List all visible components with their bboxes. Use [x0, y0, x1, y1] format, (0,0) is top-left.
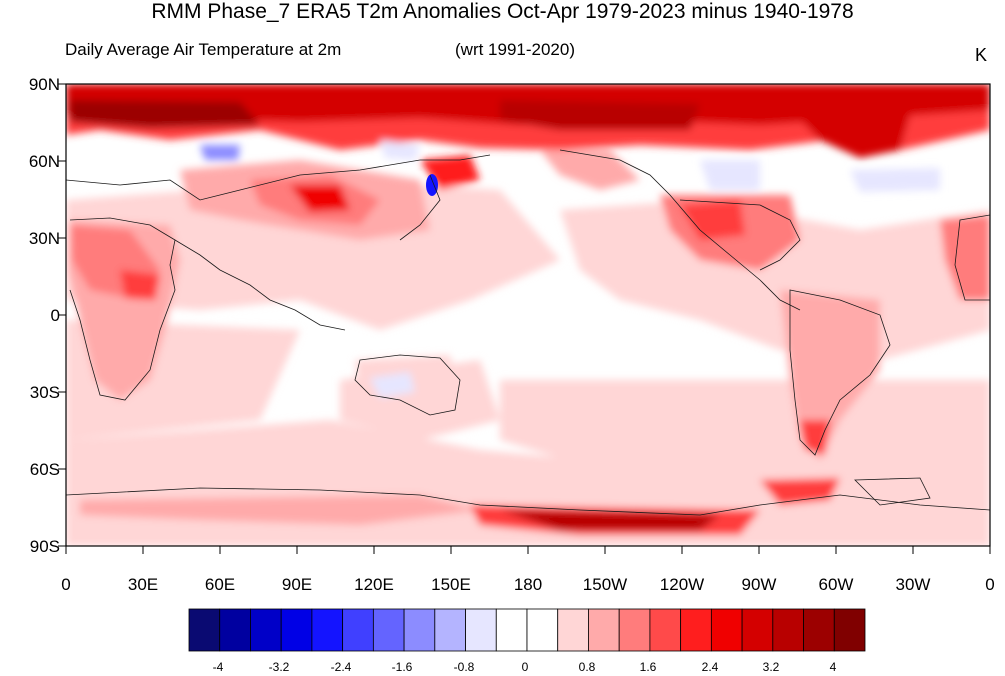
units-label: K: [974, 45, 987, 65]
lon-label-150e: 150E: [431, 575, 471, 594]
colorbar-label: -4: [212, 660, 224, 674]
colorbar-box: [311, 608, 344, 652]
colorbar-box: [803, 608, 835, 652]
colorbar-box: [465, 608, 497, 652]
colorbar-box: [434, 608, 466, 652]
colorbar-label: -3.2: [268, 660, 290, 674]
coastlines: [66, 149, 990, 516]
lat-label-30s: 30S: [29, 383, 60, 402]
colorbar-box: [188, 608, 221, 652]
colorbar-label: -1.6: [391, 660, 413, 674]
colorbar-box: [833, 608, 866, 652]
lon-label-150w: 150W: [582, 575, 628, 594]
lon-label-90e: 90E: [281, 575, 313, 594]
lon-label-0: 0: [61, 575, 71, 594]
lat-label-90s: 90S: [29, 537, 60, 556]
lat-label-eq: 0: [50, 306, 60, 325]
colorbar-box: [772, 608, 804, 652]
axis-ticks: [58, 83, 991, 554]
anomaly-shading: [66, 84, 990, 546]
colorbar-box: [342, 608, 374, 652]
cold-anomaly-spot: [426, 174, 438, 196]
reference-period: (wrt 1991-2020): [455, 40, 576, 59]
colorbar-box: [680, 608, 712, 652]
map-title: RMM Phase_7 ERA5 T2m Anomalies Oct-Apr 1…: [151, 0, 854, 23]
lat-label-30n: 30N: [28, 229, 60, 248]
lat-label-60s: 60S: [29, 460, 60, 479]
anomaly-field: [66, 84, 990, 546]
colorbar-label: -0.8: [453, 660, 475, 674]
lat-label-60n: 60N: [28, 152, 60, 171]
lon-label-120e: 120E: [354, 575, 394, 594]
lon-label-30e: 30E: [127, 575, 159, 594]
lon-label-0-end: 0: [985, 575, 995, 594]
lon-label-90w: 90W: [741, 575, 777, 594]
colorbar-box: [219, 608, 251, 652]
colorbar-box: [710, 608, 743, 652]
colorbar-label: 0.8: [578, 660, 596, 674]
colorbar-box: [526, 608, 559, 652]
map-subtitle: Daily Average Air Temperature at 2m: [65, 40, 342, 59]
colorbar-box: [588, 608, 620, 652]
colorbar-box: [649, 608, 682, 652]
colorbar-box: [280, 608, 313, 652]
colorbar-box: [741, 608, 774, 652]
colorbar-box: [557, 608, 589, 652]
lon-label-60w: 60W: [818, 575, 854, 594]
lon-label-180: 180: [513, 575, 543, 594]
colorbar-box: [403, 608, 436, 652]
colorbar-label: 2.4: [701, 660, 719, 674]
colorbar-label: 0: [521, 660, 529, 674]
colorbar-label: 1.6: [639, 660, 657, 674]
colorbar-label: -2.4: [330, 660, 352, 674]
lon-label-120w: 120W: [659, 575, 705, 594]
colorbar-label: 3.2: [762, 660, 780, 674]
colorbar-box: [618, 608, 651, 652]
colorbar-box: [495, 608, 528, 652]
lat-label-90n: 90N: [28, 75, 60, 94]
colorbar-label: 4: [829, 660, 837, 674]
lon-label-60e: 60E: [204, 575, 236, 594]
colorbar-box: [372, 608, 405, 652]
lon-label-30w: 30W: [895, 575, 931, 594]
colorbar-box: [250, 608, 282, 652]
colorbar: [188, 608, 866, 652]
